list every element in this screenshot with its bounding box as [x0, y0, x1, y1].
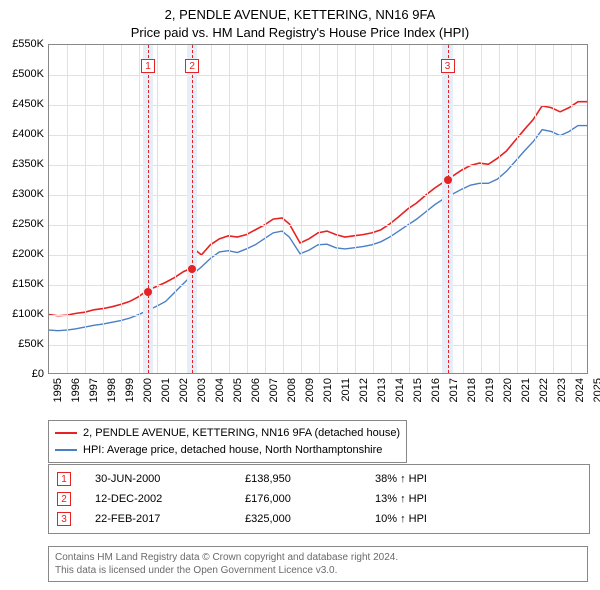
y-tick-label: £0: [0, 368, 44, 380]
legend-label-property: 2, PENDLE AVENUE, KETTERING, NN16 9FA (d…: [83, 425, 400, 442]
footer-line1: Contains HM Land Registry data © Crown c…: [55, 551, 581, 564]
x-tick-label: 2014: [394, 378, 406, 402]
sales-row-1: 1 30-JUN-2000 £138,950 38% ↑ HPI: [49, 469, 589, 489]
chart-container: 2, PENDLE AVENUE, KETTERING, NN16 9FA Pr…: [0, 0, 600, 590]
y-tick-label: £400K: [0, 128, 44, 140]
y-tick-label: £450K: [0, 98, 44, 110]
line-chart-svg: [49, 45, 587, 373]
legend-swatch-hpi: [55, 449, 77, 451]
sale-marker-box: 1: [141, 59, 155, 73]
sale-price-1: £138,950: [245, 473, 375, 485]
legend-swatch-property: [55, 432, 77, 434]
x-tick-label: 2024: [574, 378, 586, 402]
sales-row-3: 3 22-FEB-2017 £325,000 10% ↑ HPI: [49, 509, 589, 529]
x-tick-label: 2025: [592, 378, 600, 402]
legend-row-property: 2, PENDLE AVENUE, KETTERING, NN16 9FA (d…: [55, 425, 400, 442]
legend-box: 2, PENDLE AVENUE, KETTERING, NN16 9FA (d…: [48, 420, 407, 463]
x-tick-label: 2009: [304, 378, 316, 402]
y-tick-label: £150K: [0, 278, 44, 290]
sale-marker-2: 2: [57, 492, 71, 506]
x-tick-label: 2021: [520, 378, 532, 402]
x-tick-label: 1997: [88, 378, 100, 402]
footer-attribution: Contains HM Land Registry data © Crown c…: [48, 546, 588, 582]
sale-marker-box: 3: [441, 59, 455, 73]
y-tick-label: £50K: [0, 338, 44, 350]
sale-delta-2: 13% ↑ HPI: [375, 493, 581, 505]
x-tick-label: 2018: [466, 378, 478, 402]
x-tick-label: 2006: [250, 378, 262, 402]
x-tick-label: 1998: [106, 378, 118, 402]
x-tick-label: 2010: [322, 378, 334, 402]
x-tick-label: 2020: [502, 378, 514, 402]
y-tick-label: £500K: [0, 68, 44, 80]
sale-dot: [188, 265, 196, 273]
title-line1: 2, PENDLE AVENUE, KETTERING, NN16 9FA: [0, 6, 600, 24]
sale-dot: [444, 176, 452, 184]
x-tick-label: 2012: [358, 378, 370, 402]
sale-date-3: 22-FEB-2017: [95, 513, 245, 525]
x-tick-label: 2016: [430, 378, 442, 402]
x-tick-label: 2007: [268, 378, 280, 402]
sale-price-3: £325,000: [245, 513, 375, 525]
x-tick-label: 2002: [178, 378, 190, 402]
x-tick-label: 2017: [448, 378, 460, 402]
sale-delta-1: 38% ↑ HPI: [375, 473, 581, 485]
sale-marker-3: 3: [57, 512, 71, 526]
x-tick-label: 1995: [52, 378, 64, 402]
title-line2: Price paid vs. HM Land Registry's House …: [0, 24, 600, 42]
x-tick-label: 2008: [286, 378, 298, 402]
x-tick-label: 2011: [340, 378, 352, 402]
footer-line2: This data is licensed under the Open Gov…: [55, 564, 581, 577]
sale-price-2: £176,000: [245, 493, 375, 505]
x-tick-label: 2013: [376, 378, 388, 402]
x-tick-label: 1996: [70, 378, 82, 402]
sale-marker-box: 2: [185, 59, 199, 73]
y-tick-label: £300K: [0, 188, 44, 200]
sale-delta-3: 10% ↑ HPI: [375, 513, 581, 525]
y-tick-label: £200K: [0, 248, 44, 260]
series-property: [49, 102, 587, 316]
x-tick-label: 2004: [214, 378, 226, 402]
y-tick-label: £250K: [0, 218, 44, 230]
x-tick-label: 2022: [538, 378, 550, 402]
x-tick-label: 2019: [484, 378, 496, 402]
plot-area: 1 2 3: [48, 44, 588, 374]
x-tick-label: 1999: [124, 378, 136, 402]
legend-label-hpi: HPI: Average price, detached house, Nort…: [83, 442, 382, 459]
title-block: 2, PENDLE AVENUE, KETTERING, NN16 9FA Pr…: [0, 0, 600, 42]
sales-table: 1 30-JUN-2000 £138,950 38% ↑ HPI 2 12-DE…: [48, 464, 590, 534]
sale-date-1: 30-JUN-2000: [95, 473, 245, 485]
x-tick-label: 2023: [556, 378, 568, 402]
sales-row-2: 2 12-DEC-2002 £176,000 13% ↑ HPI: [49, 489, 589, 509]
x-tick-label: 2005: [232, 378, 244, 402]
chart-wrap: 1 2 3 £0 £50K £100K £150K £200K £250K £300K £350K…: [0, 44, 600, 414]
x-tick-label: 2015: [412, 378, 424, 402]
sale-dot: [144, 288, 152, 296]
x-tick-label: 2001: [160, 378, 172, 402]
y-tick-label: £100K: [0, 308, 44, 320]
sale-date-2: 12-DEC-2002: [95, 493, 245, 505]
y-tick-label: £350K: [0, 158, 44, 170]
legend-row-hpi: HPI: Average price, detached house, Nort…: [55, 442, 400, 459]
x-tick-label: 2000: [142, 378, 154, 402]
y-tick-label: £550K: [0, 38, 44, 50]
sale-marker-1: 1: [57, 472, 71, 486]
x-tick-label: 2003: [196, 378, 208, 402]
series-hpi: [49, 126, 587, 331]
